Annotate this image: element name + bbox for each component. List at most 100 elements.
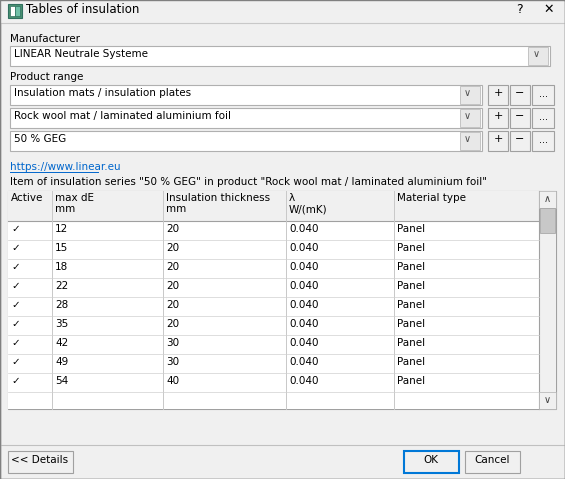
Text: ✓: ✓ [11, 224, 20, 234]
Text: +: + [493, 88, 503, 98]
Text: ∨: ∨ [464, 111, 471, 121]
Text: 20: 20 [166, 319, 179, 329]
Text: 0.040: 0.040 [289, 243, 319, 253]
Text: Panel: Panel [397, 357, 425, 367]
Bar [539, 392, 556, 409]
Text: Panel: Panel [397, 376, 425, 386]
Bar [465, 451, 520, 473]
Bar [539, 191, 556, 409]
Bar [488, 131, 508, 151]
Text: 12: 12 [55, 224, 68, 234]
Text: 30: 30 [166, 357, 179, 367]
Text: ✕: ✕ [543, 3, 554, 16]
Text: << Details: << Details [11, 455, 68, 465]
Bar [539, 191, 556, 208]
Bar [510, 85, 530, 105]
Text: −: − [515, 111, 525, 121]
Text: 18: 18 [55, 262, 68, 272]
Text: Panel: Panel [397, 338, 425, 348]
Text: 15: 15 [55, 243, 68, 253]
Text: ✓: ✓ [11, 376, 20, 386]
Bar [10, 46, 550, 66]
Text: 20: 20 [166, 281, 179, 291]
Text: Panel: Panel [397, 281, 425, 291]
Text: 0.040: 0.040 [289, 319, 319, 329]
Text: ∨: ∨ [464, 88, 471, 98]
Bar [510, 131, 530, 151]
Bar [10, 108, 482, 128]
Text: Panel: Panel [397, 224, 425, 234]
Text: ∧: ∧ [544, 194, 550, 204]
Bar [1, 1, 564, 23]
Bar [8, 354, 539, 373]
Bar [10, 131, 482, 151]
Bar [8, 451, 73, 473]
Text: max dE: max dE [55, 193, 94, 203]
Bar [532, 131, 554, 151]
Text: 0.040: 0.040 [289, 262, 319, 272]
Text: ∨: ∨ [464, 134, 471, 144]
Text: Rock wool mat / laminated aluminium foil: Rock wool mat / laminated aluminium foil [14, 111, 231, 121]
Text: 0.040: 0.040 [289, 281, 319, 291]
Bar [8, 240, 539, 259]
Text: ...: ... [538, 135, 547, 145]
Text: +: + [493, 134, 503, 144]
Text: ✓: ✓ [11, 281, 20, 291]
Text: Active: Active [11, 193, 44, 203]
Text: 22: 22 [55, 281, 68, 291]
Text: Cancel: Cancel [474, 455, 510, 465]
Text: Manufacturer: Manufacturer [10, 34, 80, 44]
Text: OK: OK [424, 455, 438, 465]
Text: https://www.linear.eu: https://www.linear.eu [10, 162, 120, 172]
Bar [10, 85, 482, 105]
Text: 0.040: 0.040 [289, 300, 319, 310]
Text: Panel: Panel [397, 262, 425, 272]
Text: ...: ... [538, 112, 547, 122]
Text: ✓: ✓ [11, 300, 20, 310]
Text: 20: 20 [166, 262, 179, 272]
Text: 28: 28 [55, 300, 68, 310]
Bar [8, 221, 539, 240]
Bar [8, 191, 556, 409]
Bar [8, 316, 539, 335]
Text: Panel: Panel [397, 300, 425, 310]
Text: 0.040: 0.040 [289, 376, 319, 386]
Text: 20: 20 [166, 224, 179, 234]
Text: Insulation mats / insulation plates: Insulation mats / insulation plates [14, 88, 191, 98]
Text: −: − [515, 88, 525, 98]
Bar [488, 108, 508, 128]
Bar [488, 85, 508, 105]
Text: ∨: ∨ [533, 49, 540, 59]
Text: 0.040: 0.040 [289, 357, 319, 367]
Bar [8, 278, 539, 297]
Text: ∨: ∨ [544, 395, 550, 405]
Bar [8, 4, 22, 18]
Text: 50 % GEG: 50 % GEG [14, 134, 66, 144]
Text: λ: λ [289, 193, 295, 203]
Bar [532, 108, 554, 128]
Text: −: − [515, 134, 525, 144]
Text: 49: 49 [55, 357, 68, 367]
Text: mm: mm [55, 204, 75, 214]
Text: Insulation thickness: Insulation thickness [166, 193, 270, 203]
Text: 35: 35 [55, 319, 68, 329]
Text: W/(mK): W/(mK) [289, 204, 328, 214]
Text: 30: 30 [166, 338, 179, 348]
Bar [8, 373, 539, 392]
Bar [532, 85, 554, 105]
Text: ✓: ✓ [11, 357, 20, 367]
Bar [15, 6, 20, 16]
Text: 40: 40 [166, 376, 179, 386]
Bar [404, 451, 459, 473]
Bar [460, 109, 480, 127]
Bar [8, 297, 539, 316]
Bar [460, 132, 480, 150]
Text: 0.040: 0.040 [289, 224, 319, 234]
Text: 20: 20 [166, 243, 179, 253]
Text: +: + [493, 111, 503, 121]
Bar [528, 47, 548, 65]
Bar [8, 335, 539, 354]
Bar [460, 86, 480, 104]
Bar [540, 208, 555, 233]
Text: Panel: Panel [397, 243, 425, 253]
